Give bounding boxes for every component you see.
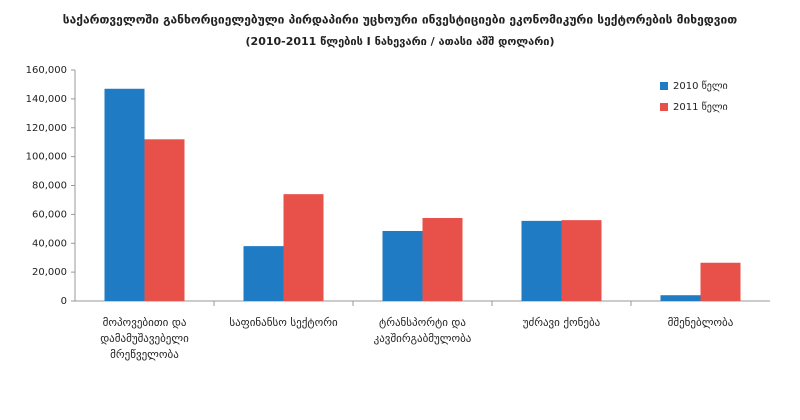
legend-swatch <box>660 82 668 90</box>
y-tick-label: 60,000 <box>32 209 67 220</box>
bar <box>382 230 423 301</box>
bar <box>561 220 602 301</box>
y-tick-label: 160,000 <box>26 65 67 76</box>
chart-subtitle: (2010-2011 წლების I ნახევარი / ათასი აშშ… <box>246 35 555 48</box>
x-tick-label: მოპოვებითი და დამამუშავებელი მრეწველობა <box>100 316 189 361</box>
x-tick-label: უძრავი ქონება <box>522 316 601 329</box>
x-tick-label: ტრანსპორტი და კავშირგაბმულობა <box>373 316 472 345</box>
bar <box>144 139 185 301</box>
bar <box>104 88 145 301</box>
y-tick-label: 20,000 <box>32 267 67 278</box>
y-tick-label: 140,000 <box>26 94 67 105</box>
y-tick-label: 0 <box>61 296 67 307</box>
x-tick-label: მშენებლობა <box>667 316 734 329</box>
bar <box>283 194 324 301</box>
y-tick-label: 80,000 <box>32 181 67 192</box>
bar <box>422 217 463 301</box>
chart-title: საქართველოში განხორციელებული პირდაპირი უ… <box>63 13 738 27</box>
y-tick-label: 100,000 <box>26 152 67 163</box>
legend-swatch <box>660 103 668 111</box>
legend-label: 2011 წელი <box>673 101 728 113</box>
y-tick-label: 40,000 <box>32 238 67 249</box>
bar <box>700 262 741 301</box>
bar <box>243 246 284 301</box>
x-tick-label: საფინანსო სექტორი <box>229 316 338 329</box>
bar <box>521 220 562 301</box>
bar <box>660 295 701 301</box>
legend-label: 2010 წელი <box>673 80 728 92</box>
y-tick-label: 120,000 <box>26 123 67 134</box>
